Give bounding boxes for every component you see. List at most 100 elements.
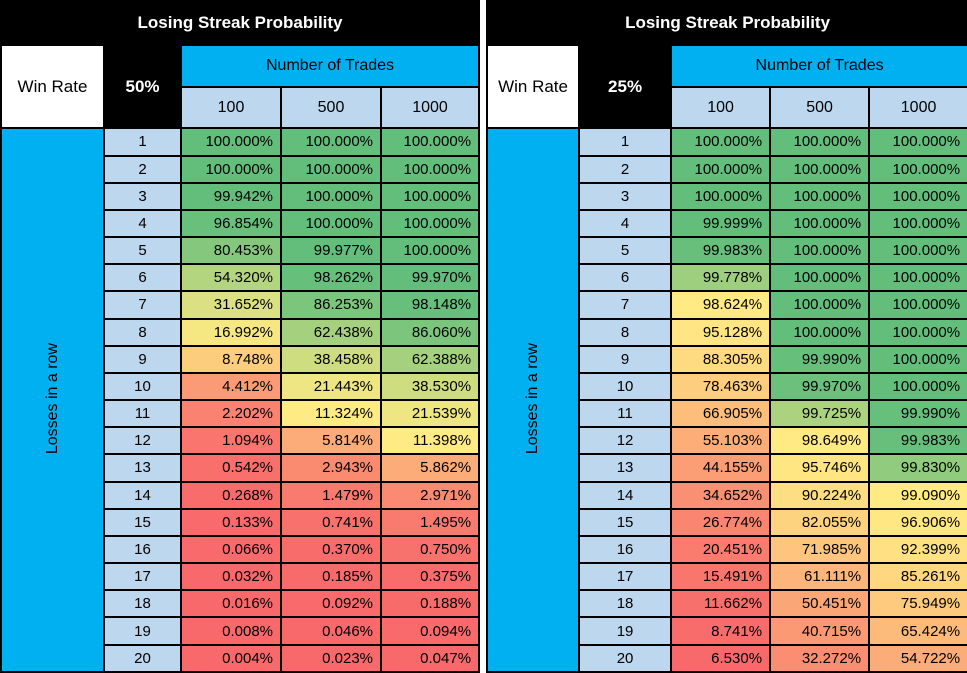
- losing-streak-table-25-percent: Losing Streak Probability Win Rate 25% N…: [486, 0, 967, 673]
- value-cell: 5.814%: [280, 426, 382, 456]
- header-row-1: Win Rate 25% Number of Trades: [486, 44, 967, 130]
- value-cell: 99.830%: [868, 453, 967, 483]
- value-cell: 0.046%: [280, 616, 382, 646]
- value-cell: 92.399%: [868, 534, 967, 565]
- table-row: 15 0.133% 0.741% 1.495%: [1, 507, 481, 537]
- value-cell: 0.008%: [180, 616, 282, 646]
- row-label: 1: [578, 127, 673, 157]
- value-cell: 0.188%: [379, 589, 481, 619]
- row-label: 19: [103, 616, 182, 646]
- value-cell: 100.000%: [868, 208, 967, 239]
- value-cell: 86.253%: [280, 290, 382, 320]
- table-row: 13 0.542% 2.943% 5.862%: [1, 453, 481, 483]
- column-header-100: 100: [670, 85, 772, 130]
- value-cell: 0.741%: [280, 507, 382, 537]
- row-label: 9: [103, 344, 182, 374]
- value-cell: 0.004%: [180, 643, 282, 673]
- value-cell: 0.133%: [180, 507, 282, 537]
- table-row: 8 16.992% 62.438% 86.060%: [1, 317, 481, 347]
- value-cell: 0.092%: [280, 589, 382, 619]
- value-cell: 99.725%: [769, 399, 871, 429]
- table-row: 10 4.412% 21.443% 38.530%: [1, 371, 481, 402]
- table-row: 9 8.748% 38.458% 62.388%: [1, 344, 481, 374]
- row-label: 7: [578, 290, 673, 320]
- value-cell: 100.000%: [379, 154, 481, 184]
- table-row: 7 98.624% 100.000% 100.000%: [487, 290, 967, 320]
- row-label: 5: [103, 236, 182, 266]
- table-row: 18 0.016% 0.092% 0.188%: [1, 589, 481, 619]
- value-cell: 98.262%: [280, 263, 382, 293]
- value-cell: 21.539%: [379, 399, 481, 429]
- value-cell: 0.094%: [379, 616, 481, 646]
- value-cell: 100.000%: [379, 181, 481, 211]
- value-cell: 0.375%: [379, 562, 481, 592]
- row-label: 8: [578, 317, 673, 347]
- value-cell: 100.000%: [769, 236, 871, 266]
- value-cell: 0.370%: [280, 534, 382, 565]
- row-label: 6: [578, 263, 673, 293]
- column-header-1000: 1000: [379, 85, 481, 130]
- losses-in-a-row-axis-label: Losses in a row: [0, 127, 105, 673]
- value-cell: 100.000%: [670, 127, 772, 157]
- value-cell: 100.000%: [769, 290, 871, 320]
- row-label: 9: [578, 344, 673, 374]
- table-row: 10 78.463% 99.970% 100.000%: [487, 371, 967, 402]
- value-cell: 86.060%: [379, 317, 481, 347]
- row-label: 1: [103, 127, 182, 157]
- value-cell: 80.453%: [180, 236, 282, 266]
- value-cell: 31.652%: [180, 290, 282, 320]
- value-cell: 50.451%: [769, 589, 871, 619]
- number-of-trades-label: Number of Trades: [670, 44, 967, 88]
- value-cell: 100.000%: [868, 181, 967, 211]
- value-cell: 65.424%: [868, 616, 967, 646]
- table-row: 11 66.905% 99.725% 99.990%: [487, 399, 967, 429]
- value-cell: 98.148%: [379, 290, 481, 320]
- value-cell: 100.000%: [379, 127, 481, 157]
- value-cell: 100.000%: [180, 154, 282, 184]
- row-label: 11: [103, 399, 182, 429]
- value-cell: 20.451%: [670, 534, 772, 565]
- value-cell: 6.530%: [670, 643, 772, 673]
- value-cell: 100.000%: [379, 236, 481, 266]
- row-label: 12: [578, 426, 673, 456]
- value-cell: 62.388%: [379, 344, 481, 374]
- row-label: 6: [103, 263, 182, 293]
- table-row: 15 26.774% 82.055% 96.906%: [487, 507, 967, 537]
- row-label: 16: [578, 534, 673, 565]
- value-cell: 96.906%: [868, 507, 967, 537]
- row-label: 2: [103, 154, 182, 184]
- value-cell: 100.000%: [769, 317, 871, 347]
- header-row-1: Win Rate 50% Number of Trades: [0, 44, 481, 130]
- value-cell: 0.542%: [180, 453, 282, 483]
- value-cell: 0.023%: [280, 643, 382, 673]
- row-label: 4: [103, 208, 182, 239]
- table-row: 16 0.066% 0.370% 0.750%: [1, 534, 481, 565]
- table-row: 18 11.662% 50.451% 75.949%: [487, 589, 967, 619]
- value-cell: 66.905%: [670, 399, 772, 429]
- value-cell: 98.649%: [769, 426, 871, 456]
- table-row: 8 95.128% 100.000% 100.000%: [487, 317, 967, 347]
- table-row: 6 54.320% 98.262% 99.970%: [1, 263, 481, 293]
- header-row-2: 100 500 1000: [487, 85, 967, 130]
- table-row: 14 34.652% 90.224% 99.090%: [487, 480, 967, 510]
- table-row: 2 100.000% 100.000% 100.000%: [487, 154, 967, 184]
- value-cell: 100.000%: [379, 208, 481, 239]
- value-cell: 100.000%: [868, 154, 967, 184]
- column-header-1000: 1000: [868, 85, 967, 130]
- value-cell: 40.715%: [769, 616, 871, 646]
- value-cell: 100.000%: [769, 208, 871, 239]
- value-cell: 100.000%: [280, 154, 382, 184]
- row-label: 20: [103, 643, 182, 673]
- win-rate-value: 25%: [578, 44, 673, 130]
- row-label: 8: [103, 317, 182, 347]
- table-title: Losing Streak Probability: [486, 0, 967, 47]
- value-cell: 1.495%: [379, 507, 481, 537]
- value-cell: 100.000%: [868, 371, 967, 402]
- value-cell: 100.000%: [769, 154, 871, 184]
- value-cell: 26.774%: [670, 507, 772, 537]
- value-cell: 100.000%: [769, 181, 871, 211]
- row-label: 12: [103, 426, 182, 456]
- value-cell: 100.000%: [769, 127, 871, 157]
- value-cell: 100.000%: [868, 290, 967, 320]
- value-cell: 11.398%: [379, 426, 481, 456]
